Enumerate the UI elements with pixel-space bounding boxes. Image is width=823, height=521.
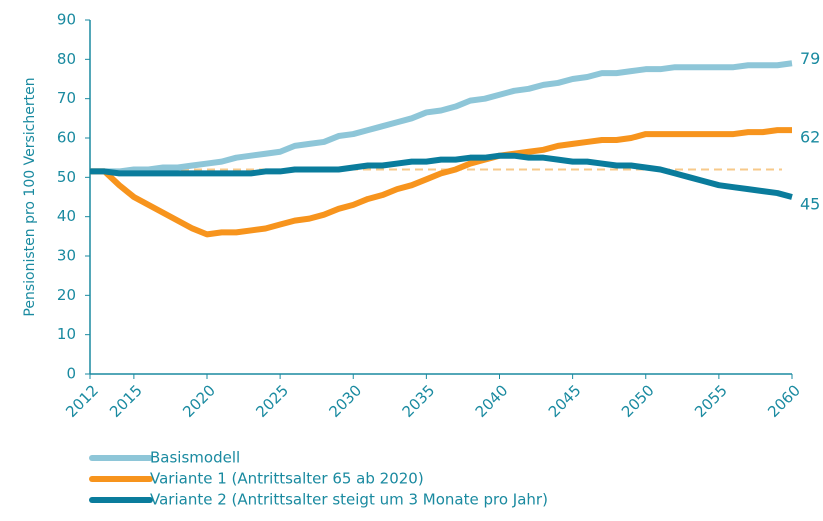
end-label: 79: [800, 49, 820, 68]
series-line: [90, 60, 793, 175]
series-line: [90, 152, 793, 200]
y-tick-label: 40: [57, 207, 76, 225]
x-tick-label: 2050: [618, 381, 658, 421]
y-tick-label: 70: [57, 89, 76, 107]
x-tick-label: 2020: [179, 381, 219, 421]
legend-label: Variante 1 (Antrittsalter 65 ab 2020): [150, 470, 424, 488]
x-tick-label: 2055: [691, 381, 731, 421]
x-tick-label: 2045: [545, 381, 585, 421]
legend-label: Variante 2 (Antrittsalter steigt um 3 Mo…: [150, 491, 548, 509]
x-tick-label: 2040: [472, 381, 512, 421]
x-tick-label: 2015: [106, 381, 146, 421]
x-tick-label: 2035: [399, 381, 439, 421]
x-tick-label: 2030: [326, 381, 366, 421]
y-tick-label: 30: [57, 247, 76, 265]
end-label: 62: [800, 128, 820, 147]
y-tick-label: 50: [57, 168, 76, 186]
y-tick-label: 60: [57, 129, 76, 147]
y-tick-label: 10: [57, 325, 76, 343]
end-label: 45: [800, 195, 820, 214]
x-tick-label: 2012: [62, 381, 102, 421]
y-tick-label: 80: [57, 50, 76, 68]
series-line: [90, 127, 792, 238]
legend-label: Basismodell: [150, 449, 240, 467]
y-tick-label: 90: [57, 11, 76, 29]
x-tick-label: 2060: [764, 381, 804, 421]
x-tick-label: 2025: [252, 381, 292, 421]
y-tick-label: 20: [57, 286, 76, 304]
y-axis-label: Pensionisten pro 100 Versicherten: [22, 77, 38, 316]
y-tick-label: 0: [66, 365, 76, 383]
